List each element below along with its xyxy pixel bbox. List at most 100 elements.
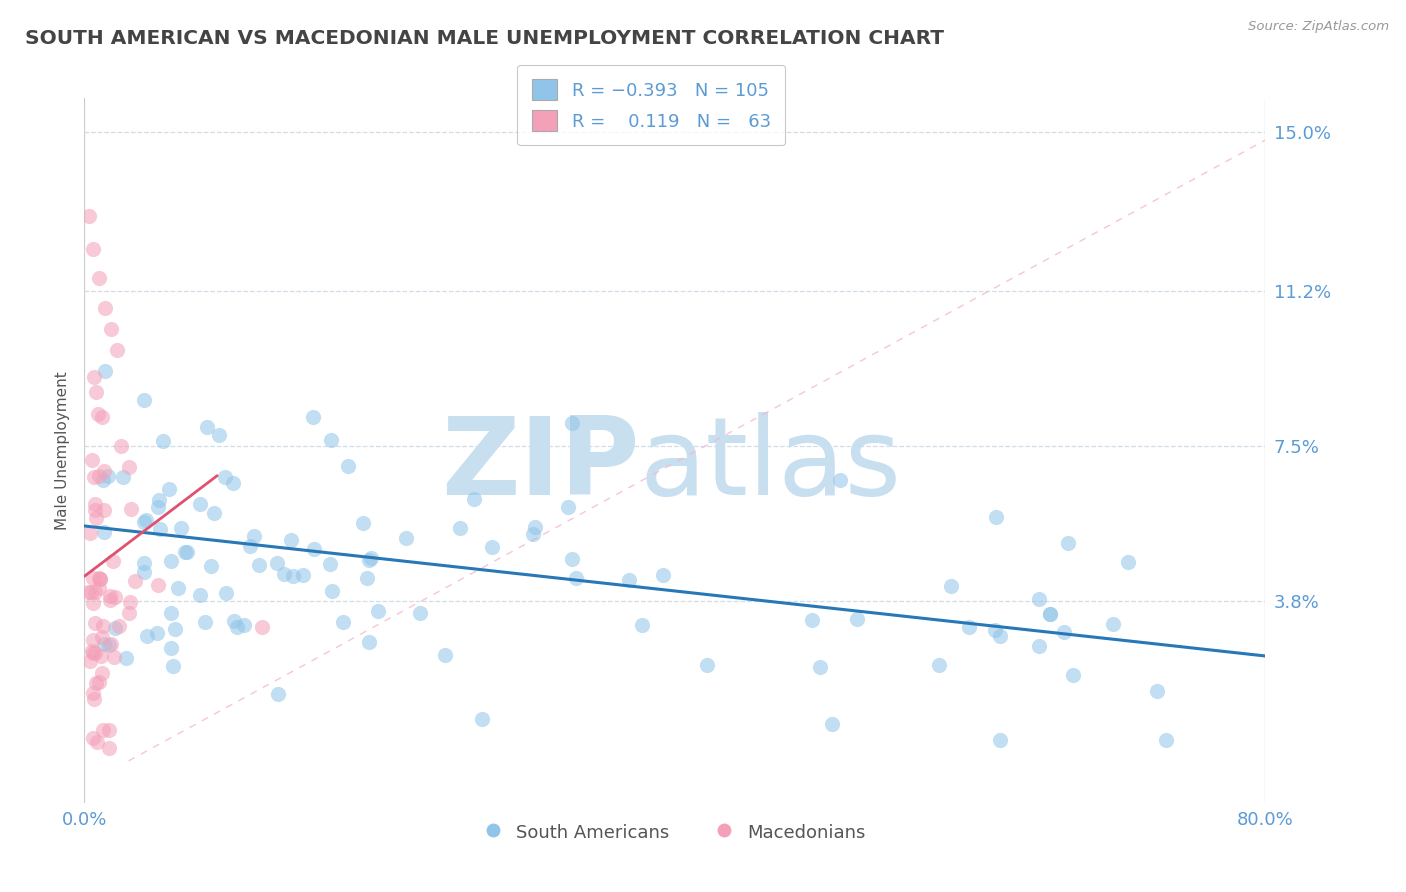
Point <box>83 616 105 631</box>
Point <box>928 658 950 673</box>
Text: Source: ZipAtlas.com: Source: ZipAtlas.com <box>1249 20 1389 33</box>
Point <box>86 735 108 749</box>
Point <box>160 553 183 567</box>
Point <box>651 568 673 582</box>
Point <box>84 511 107 525</box>
Point <box>808 659 831 673</box>
Point <box>83 470 105 484</box>
Point <box>204 506 226 520</box>
Point <box>239 540 262 554</box>
Point <box>302 542 325 557</box>
Point <box>157 482 180 496</box>
Point <box>162 659 184 673</box>
Point <box>356 572 378 586</box>
Point <box>87 271 111 285</box>
Point <box>321 583 343 598</box>
Point <box>98 593 121 607</box>
Point <box>100 637 122 651</box>
Point <box>93 637 115 651</box>
Point <box>132 393 155 408</box>
Point <box>939 579 962 593</box>
Point <box>319 557 342 571</box>
Point <box>273 566 295 581</box>
Point <box>135 513 157 527</box>
Point <box>1101 617 1123 632</box>
Text: atlas: atlas <box>640 411 901 517</box>
Point <box>360 550 382 565</box>
Point <box>266 556 288 570</box>
Point <box>134 556 156 570</box>
Point <box>352 516 374 530</box>
Point <box>200 559 222 574</box>
Point <box>87 571 110 585</box>
Point <box>79 654 101 668</box>
Y-axis label: Male Unemployment: Male Unemployment <box>55 371 70 530</box>
Point <box>148 500 170 514</box>
Point <box>108 619 131 633</box>
Point <box>124 574 146 588</box>
Point <box>395 531 418 545</box>
Point <box>100 322 122 336</box>
Point <box>148 493 170 508</box>
Point <box>91 619 114 633</box>
Point <box>149 522 172 536</box>
Point <box>93 363 115 377</box>
Point <box>1146 683 1168 698</box>
Point <box>696 657 718 672</box>
Point <box>222 614 245 628</box>
Point <box>77 209 100 223</box>
Point <box>87 675 110 690</box>
Point <box>84 676 107 690</box>
Point <box>319 434 342 448</box>
Point <box>120 595 142 609</box>
Point <box>481 540 503 554</box>
Point <box>208 427 231 442</box>
Point <box>214 470 236 484</box>
Point <box>433 648 456 662</box>
Point <box>82 646 104 660</box>
Point <box>984 624 1007 638</box>
Point <box>104 590 127 604</box>
Point <box>118 460 141 475</box>
Point <box>120 502 142 516</box>
Point <box>100 589 122 603</box>
Point <box>165 622 187 636</box>
Point <box>103 649 125 664</box>
Point <box>332 615 354 629</box>
Point <box>132 565 155 579</box>
Point <box>80 584 103 599</box>
Point <box>367 604 389 618</box>
Point <box>247 558 270 573</box>
Point <box>96 469 118 483</box>
Text: ZIP: ZIP <box>441 411 640 517</box>
Text: SOUTH AMERICAN VS MACEDONIAN MALE UNEMPLOYMENT CORRELATION CHART: SOUTH AMERICAN VS MACEDONIAN MALE UNEMPL… <box>25 29 945 47</box>
Point <box>1062 668 1084 682</box>
Point <box>114 651 136 665</box>
Point <box>801 613 824 627</box>
Point <box>76 584 98 599</box>
Point <box>957 620 980 634</box>
Point <box>1028 639 1050 653</box>
Point <box>1154 732 1177 747</box>
Point <box>82 571 104 585</box>
Legend: South Americans, Macedonians: South Americans, Macedonians <box>470 807 880 857</box>
Point <box>135 629 157 643</box>
Point <box>112 469 135 483</box>
Point <box>89 573 111 587</box>
Point <box>557 500 579 514</box>
Point <box>357 553 380 567</box>
Point <box>188 498 211 512</box>
Point <box>159 640 181 655</box>
Point <box>152 434 174 449</box>
Point <box>82 686 104 700</box>
Point <box>83 369 105 384</box>
Point <box>409 606 432 620</box>
Point <box>97 723 120 737</box>
Point <box>250 619 273 633</box>
Point <box>103 554 125 568</box>
Point <box>1116 555 1139 569</box>
Point <box>82 731 104 746</box>
Point <box>83 585 105 599</box>
Point <box>110 439 132 453</box>
Point <box>104 621 127 635</box>
